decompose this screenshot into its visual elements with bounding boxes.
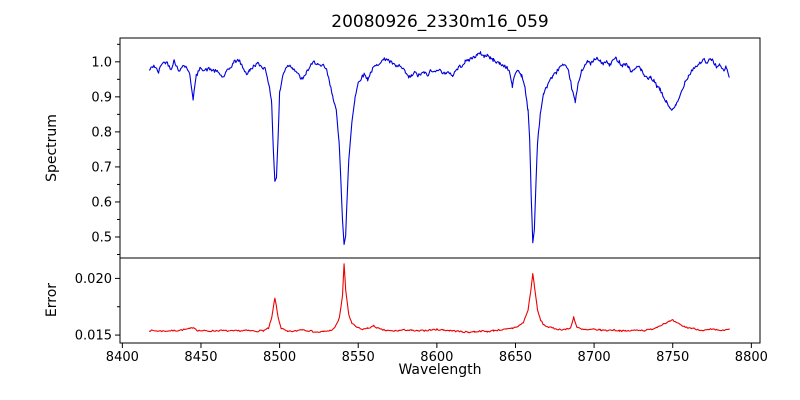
x-tick-label: 8400 xyxy=(106,350,139,365)
spectrum-y-tick-label: 0.6 xyxy=(91,195,112,210)
x-tick-label: 8500 xyxy=(263,350,296,365)
axis-ticks: 8400845085008550860086508700875088000.50… xyxy=(75,44,768,365)
spectrum-line xyxy=(149,52,729,245)
data-curves xyxy=(149,52,729,333)
error-y-tick-label: 0.020 xyxy=(75,272,112,287)
x-tick-label: 8550 xyxy=(342,350,375,365)
spectrum-y-tick-label: 0.8 xyxy=(91,125,112,140)
x-tick-label: 8800 xyxy=(735,350,768,365)
x-axis-label: Wavelength xyxy=(398,362,481,378)
spectrum-y-tick-label: 0.7 xyxy=(91,160,112,175)
spectrum-axis-label: Spectrum xyxy=(44,114,60,182)
x-tick-label: 8650 xyxy=(499,350,532,365)
spectrum-y-tick-label: 1.0 xyxy=(91,55,112,70)
spectrum-figure: 20080926_2330m16_059 8400845085008550860… xyxy=(0,0,800,400)
x-tick-label: 8450 xyxy=(184,350,217,365)
x-tick-label: 8700 xyxy=(578,350,611,365)
error-y-tick-label: 0.015 xyxy=(75,329,112,344)
spectrum-y-tick-label: 0.9 xyxy=(91,90,112,105)
error-line xyxy=(149,264,729,333)
chart-title: 20080926_2330m16_059 xyxy=(120,12,760,32)
error-axis-label: Error xyxy=(44,283,60,317)
plot-canvas: 8400845085008550860086508700875088000.50… xyxy=(0,0,800,400)
x-tick-label: 8750 xyxy=(656,350,689,365)
spectrum-y-tick-label: 0.5 xyxy=(91,230,112,245)
